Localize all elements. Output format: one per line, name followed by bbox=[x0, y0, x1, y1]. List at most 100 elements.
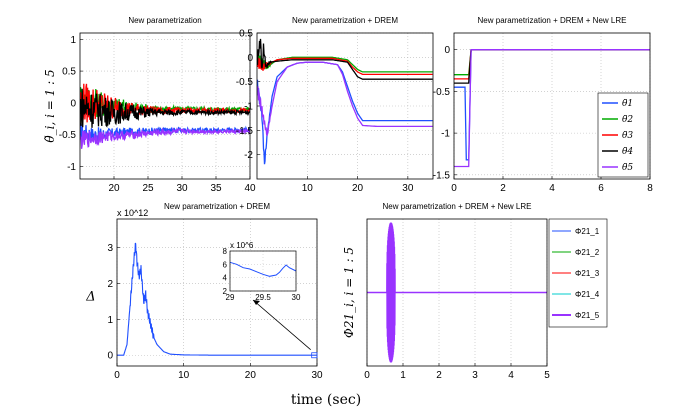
series-line-theta3 bbox=[257, 53, 433, 76]
x-tick-label: 8 bbox=[647, 183, 653, 194]
series-group bbox=[367, 222, 547, 363]
y-tick-label: 3 bbox=[107, 243, 113, 254]
x-tick-label: 30 bbox=[176, 183, 188, 194]
legend-label: Φ21_4 bbox=[575, 290, 600, 299]
y-tick-label: 0 bbox=[70, 98, 76, 109]
y-axis-label: θ̃_i, i = 1 : 5 bbox=[43, 69, 57, 142]
inset-y-tick-label: 4 bbox=[223, 274, 228, 283]
x-tick-label: 2 bbox=[500, 183, 506, 194]
x-tick-label: 0 bbox=[114, 370, 120, 381]
series-line-theta5 bbox=[257, 61, 433, 136]
zoom-region bbox=[311, 352, 318, 359]
legend-label: θ̄5 bbox=[622, 163, 633, 173]
series-line-theta4 bbox=[257, 38, 433, 80]
y-tick-label: 0.5 bbox=[239, 29, 253, 40]
y-tick-label: 1 bbox=[107, 315, 113, 326]
x-tick-label: 20 bbox=[108, 183, 120, 194]
y-tick-label: -1.5 bbox=[433, 170, 451, 181]
inset-frame bbox=[229, 250, 297, 292]
y-tick-label: 2 bbox=[107, 279, 113, 290]
y-tick-label: 0.5 bbox=[62, 67, 76, 78]
axis-exponent: x 10^12 bbox=[117, 208, 148, 218]
x-tick-label: 25 bbox=[142, 183, 154, 194]
x-tick-label: 40 bbox=[244, 183, 256, 194]
inset-exponent: x 10^6 bbox=[230, 241, 254, 250]
series-line-theta5 bbox=[454, 49, 650, 168]
x-tick-label: 20 bbox=[352, 183, 364, 194]
legend-label: θ̄1 bbox=[622, 99, 633, 109]
zoom-arrow bbox=[252, 299, 311, 351]
plot-background bbox=[117, 219, 317, 366]
inset-x-tick-label: 29 bbox=[226, 293, 235, 302]
y-tick-label: -0.5 bbox=[236, 77, 254, 88]
y-tick-label: 0 bbox=[444, 45, 450, 56]
y-tick-label: 0 bbox=[107, 351, 113, 362]
plot-p2: New parametrization + DREM 10 20 30 -2 -1.5 -1… bbox=[236, 16, 434, 194]
x-tick-label: 1 bbox=[400, 370, 406, 381]
chart-title: New parametrization + DREM + New LRE bbox=[478, 16, 627, 25]
inset-y-tick-label: 2 bbox=[223, 287, 228, 296]
plot-frame bbox=[79, 32, 251, 180]
legend-label: Φ21_1 bbox=[575, 227, 600, 236]
plot-p1: New parametrization 20 25 30 35 40 -1 -0.5 0 0.5 1… bbox=[43, 16, 256, 194]
x-tick-label: 4 bbox=[549, 183, 555, 194]
x-tick-label: 10 bbox=[302, 183, 314, 194]
series-line-theta5 bbox=[80, 126, 250, 149]
y-tick-label: -0.5 bbox=[433, 87, 451, 98]
chart-title: New parametrization + DREM bbox=[292, 16, 398, 25]
x-tick-label: 30 bbox=[402, 183, 414, 194]
chart-title: New parametrization + DREM + New LRE bbox=[383, 202, 532, 211]
x-tick-label: 10 bbox=[178, 370, 190, 381]
inset-plot: 29 29.5 30 2 4 6 8x 10^6 bbox=[223, 241, 301, 302]
y-tick-label: -2 bbox=[244, 150, 253, 161]
series-line-delta bbox=[117, 242, 317, 356]
inset-x-tick-label: 29.5 bbox=[255, 293, 271, 302]
chart-title: New parametrization + DREM bbox=[164, 202, 270, 211]
inset-x-tick-label: 30 bbox=[292, 293, 301, 302]
legend-label: Φ21_3 bbox=[575, 269, 600, 278]
series-group bbox=[80, 83, 250, 149]
plot-p4: New parametrization + DREM 0 10 20 30 0 1 2 3 x 1… bbox=[85, 202, 323, 381]
x-tick-label: 20 bbox=[245, 370, 257, 381]
inset-y-tick-label: 8 bbox=[223, 247, 228, 256]
x-axis-label: time (sec) bbox=[291, 392, 361, 408]
legend: Φ21_1 Φ21_2 Φ21_3 Φ21_4 Φ21_5 bbox=[548, 218, 608, 328]
x-tick-label: 30 bbox=[311, 370, 323, 381]
x-tick-label: 0 bbox=[451, 183, 457, 194]
y-axis-label: Φ21_i, i = 1 : 5 bbox=[342, 247, 356, 338]
legend-label: θ̄3 bbox=[622, 131, 633, 141]
series-line-phi21-5 bbox=[367, 222, 547, 363]
y-tick-label: -1 bbox=[244, 102, 253, 113]
x-tick-label: 35 bbox=[210, 183, 222, 194]
series-group bbox=[117, 242, 317, 356]
x-tick-label: 3 bbox=[472, 370, 478, 381]
plot-p3: New parametrization + DREM + New LRE 0 2 4 6… bbox=[433, 16, 653, 194]
plot-p5: New parametrization + DREM + New LRE 0 1 2 3… bbox=[342, 202, 608, 381]
series-group bbox=[454, 49, 650, 168]
y-tick-label: -1 bbox=[67, 162, 76, 173]
plot-frame bbox=[366, 218, 548, 367]
x-tick-label: 2 bbox=[436, 370, 442, 381]
x-tick-label: 0 bbox=[364, 370, 370, 381]
series-group bbox=[257, 38, 433, 165]
inset-y-tick-label: 6 bbox=[223, 260, 228, 269]
x-tick-label: 5 bbox=[544, 370, 550, 381]
x-tick-label: 6 bbox=[598, 183, 604, 194]
series-line-theta4 bbox=[80, 88, 250, 128]
y-tick-label: 1 bbox=[70, 35, 76, 46]
legend-label: θ̄4 bbox=[622, 147, 633, 157]
legend-label: Φ21_5 bbox=[575, 311, 600, 320]
y-tick-label: -1 bbox=[441, 129, 450, 140]
chart-title: New parametrization bbox=[128, 16, 201, 25]
y-tick-label: 0 bbox=[247, 53, 253, 64]
y-tick-label: -0.5 bbox=[59, 130, 77, 141]
plot-frame bbox=[453, 32, 651, 180]
legend: θ̄1 θ̄2 θ̄3 θ̄4 θ̄5 bbox=[597, 92, 649, 178]
plot-frame bbox=[256, 32, 434, 180]
legend-label: θ̄2 bbox=[622, 115, 633, 125]
plot-frame bbox=[116, 218, 318, 367]
inset-series-line bbox=[229, 261, 297, 277]
zoom-arrow-head bbox=[253, 300, 260, 305]
y-axis-label: Δ bbox=[85, 290, 95, 305]
